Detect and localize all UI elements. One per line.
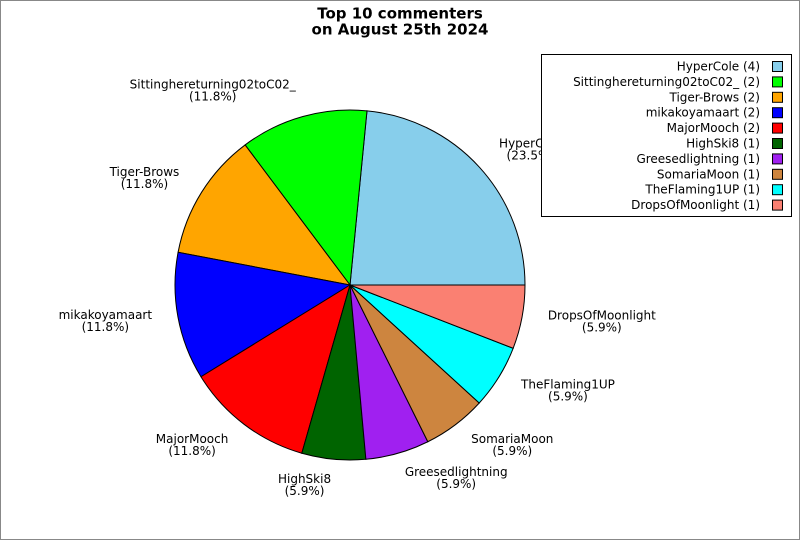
legend-label: TheFlaming1UP (1): [644, 183, 760, 197]
slice-value-label: (11.8%): [82, 320, 129, 334]
slice-label: SomariaMoon: [471, 432, 553, 446]
legend-swatch: [772, 76, 783, 88]
legend-swatch: [772, 184, 783, 196]
legend-swatch: [772, 61, 783, 72]
slice-value-label: (11.8%): [121, 177, 168, 191]
slice-value-label: (5.9%): [492, 444, 532, 458]
slice-label: Sittinghereturning02toC02_: [130, 78, 297, 92]
pie-slice: [349, 284, 526, 349]
slice-label: Greesedlightning: [405, 465, 508, 479]
legend-label: Sittinghereturning02toC02_ (2): [573, 75, 760, 89]
legend-label: Tiger-Brows (2): [669, 90, 761, 104]
legend-label: MajorMooch (2): [667, 121, 760, 135]
legend-swatch: [772, 107, 783, 119]
slice-value-label: (11.8%): [189, 90, 236, 104]
slice-label: TheFlaming1UP: [520, 378, 615, 392]
legend-swatch: [772, 199, 783, 211]
slice-label: mikakoyamaart: [59, 308, 153, 322]
pie-slice: [244, 109, 368, 287]
slice-value-label: (5.9%): [285, 484, 325, 498]
legend-box: [541, 54, 792, 217]
pie-slice: [177, 144, 352, 286]
pie-slice: [349, 110, 526, 286]
slice-label: Tiger-Brows: [109, 165, 180, 179]
slice-value-label: (5.9%): [436, 477, 476, 491]
legend-swatch: [772, 122, 783, 134]
pie-slice: [200, 283, 351, 454]
legend-label: DropsOfMoonlight (1): [631, 198, 760, 212]
slice-value-label: (5.9%): [548, 390, 588, 404]
slice-value-label: (5.9%): [582, 321, 622, 335]
pie-slice: [174, 251, 352, 378]
slice-value-label: (11.8%): [168, 444, 215, 458]
legend-swatch: [772, 91, 783, 103]
chart-title: on August 25th 2024: [312, 21, 489, 39]
legend-label: Greesedlightning (1): [636, 152, 760, 166]
slice-label: DropsOfMoonlight: [548, 309, 656, 323]
legend-label: SomariaMoon (1): [657, 167, 760, 181]
legend-swatch: [772, 168, 783, 180]
legend-label: HighSki8 (1): [686, 137, 760, 151]
legend-swatch: [772, 153, 783, 165]
legend-label: HyperCole (4): [677, 60, 760, 74]
legend-swatch: [772, 138, 783, 149]
slice-label: MajorMooch: [156, 432, 229, 446]
chart-title: Top 10 commenters: [317, 5, 483, 23]
slice-label: HighSki8: [278, 472, 331, 486]
legend-label: mikakoyamaart (2): [646, 106, 760, 120]
